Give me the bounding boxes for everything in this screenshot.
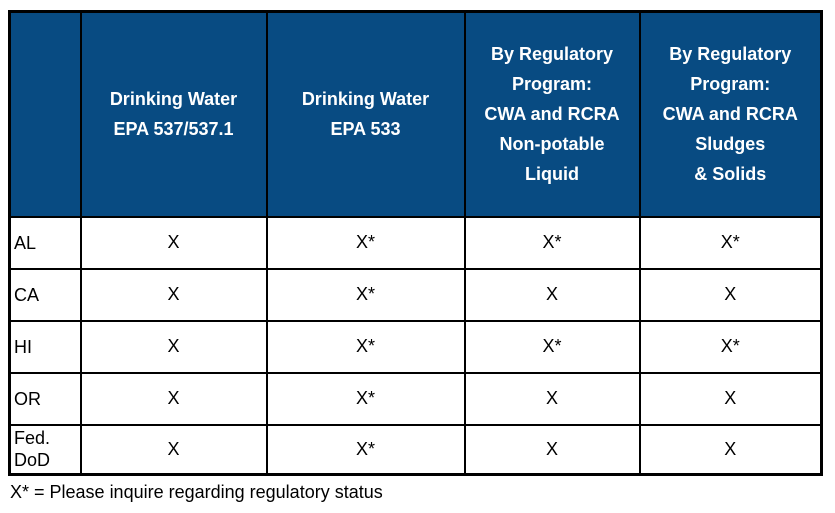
header-row: Drinking Water EPA 537/537.1 Drinking Wa… — [8, 10, 823, 218]
cell-ca-sludges: X — [638, 267, 823, 322]
table-row-al: AL X X* X* X* — [8, 215, 823, 270]
cell-hi-epa537: X — [79, 319, 268, 374]
cell-fed-dod-epa533: X* — [265, 423, 466, 476]
cell-or-liquid: X — [463, 371, 641, 426]
cell-fed-dod-epa537: X — [79, 423, 268, 476]
cell-or-epa533: X* — [265, 371, 466, 426]
row-label-ca: CA — [8, 267, 82, 322]
row-label-or: OR — [8, 371, 82, 426]
regulatory-status-table: Drinking Water EPA 537/537.1 Drinking Wa… — [8, 10, 823, 476]
table-row-fed-dod: Fed. DoD X X* X X — [8, 423, 823, 476]
column-header-cwa-rcra-sludges: By Regulatory Program: CWA and RCRA Slud… — [638, 10, 823, 218]
table-row-or: OR X X* X X — [8, 371, 823, 426]
cell-ca-epa537: X — [79, 267, 268, 322]
table-row-hi: HI X X* X* X* — [8, 319, 823, 374]
table-row-ca: CA X X* X X — [8, 267, 823, 322]
cell-hi-sludges: X* — [638, 319, 823, 374]
cell-hi-epa533: X* — [265, 319, 466, 374]
cell-al-liquid: X* — [463, 215, 641, 270]
cell-fed-dod-sludges: X — [638, 423, 823, 476]
footnote: X* = Please inquire regarding regulatory… — [10, 482, 383, 502]
cell-ca-liquid: X — [463, 267, 641, 322]
corner-header-cell — [8, 10, 82, 218]
row-label-fed-dod: Fed. DoD — [8, 423, 82, 476]
cell-fed-dod-liquid: X — [463, 423, 641, 476]
cell-al-epa537: X — [79, 215, 268, 270]
column-header-epa533: Drinking Water EPA 533 — [265, 10, 466, 218]
row-label-hi: HI — [8, 319, 82, 374]
cell-hi-liquid: X* — [463, 319, 641, 374]
row-label-al: AL — [8, 215, 82, 270]
column-header-epa537: Drinking Water EPA 537/537.1 — [79, 10, 268, 218]
cell-al-sludges: X* — [638, 215, 823, 270]
cell-ca-epa533: X* — [265, 267, 466, 322]
cell-al-epa533: X* — [265, 215, 466, 270]
cell-or-sludges: X — [638, 371, 823, 426]
cell-or-epa537: X — [79, 371, 268, 426]
column-header-cwa-rcra-liquid: By Regulatory Program: CWA and RCRA Non-… — [463, 10, 641, 218]
